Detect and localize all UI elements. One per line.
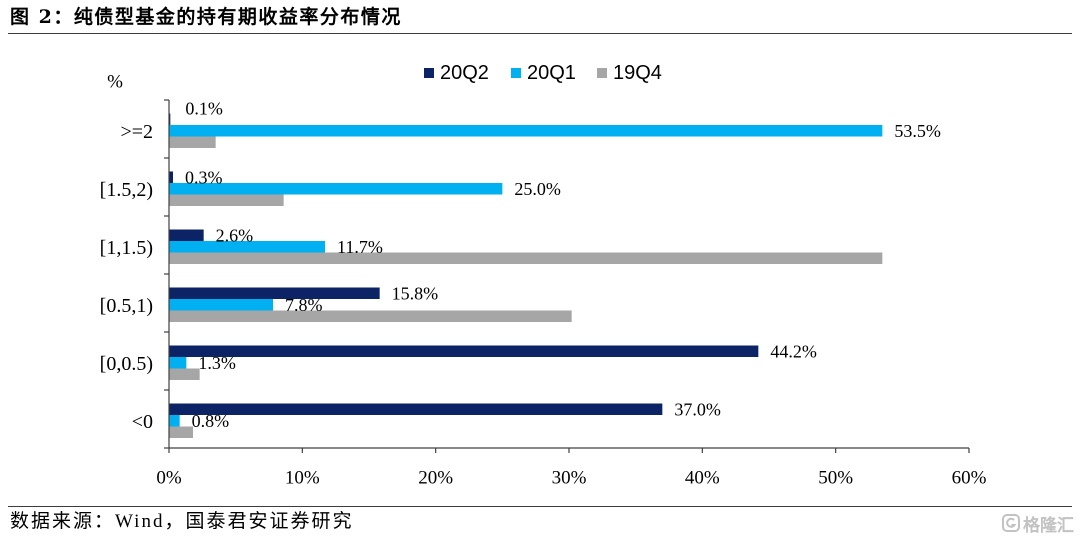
legend-swatch	[597, 68, 607, 78]
bar-20q2-cat-1	[169, 171, 173, 183]
title-divider	[8, 33, 1072, 34]
bar-20q2-cat-3	[169, 287, 380, 299]
x-tick-label: 50%	[818, 468, 853, 489]
data-label-20q2-cat-4: 44.2%	[770, 341, 817, 361]
data-labels: 0.1% 0.3% 2.6% 15.8% 44.2% 37.0% 53.5% 25.0% 11.…	[185, 98, 941, 431]
bar-20q1-cat-1	[169, 183, 503, 195]
bar-20q2-cat-0	[169, 113, 171, 125]
bar-19q4-cat-1	[169, 194, 284, 206]
data-label-20q1-cat-2: 11.7%	[337, 237, 383, 257]
legend-item-20q2: 20Q2	[424, 62, 489, 84]
legend-label: 20Q2	[440, 62, 489, 84]
bar-19q4-cat-5	[169, 426, 193, 438]
source-divider	[8, 506, 1072, 507]
legend-item-19q4: 19Q4	[597, 62, 662, 84]
bar-20q1-cat-5	[169, 415, 180, 427]
data-label-20q1-cat-3: 7.8%	[285, 295, 323, 315]
bar-20q2-cat-2	[169, 229, 204, 241]
x-tick-label: 40%	[685, 468, 720, 489]
bar-19q4-cat-4	[169, 368, 200, 380]
axes: 0% 10% 20% 30% 40% 50% 60%	[156, 99, 987, 489]
x-tick-label: 30%	[552, 468, 587, 489]
y-axis-unit-label: %	[107, 72, 123, 93]
x-tick-label: 20%	[418, 468, 453, 489]
category-label: [0,0.5)	[100, 353, 153, 375]
bar-20q1-cat-3	[169, 299, 273, 311]
category-label: [0.5,1)	[100, 295, 153, 317]
category-label: <0	[132, 411, 153, 433]
category-labels: >=2 [1.5,2) [1,1.5) [0.5,1) [0,0.5) <0	[100, 121, 153, 433]
data-label-20q2-cat-1: 0.3%	[185, 167, 223, 187]
bar-19q4-cat-0	[169, 136, 216, 148]
figure-source: 数据来源：Wind，国泰君安证券研究	[10, 511, 354, 532]
category-label: [1.5,2)	[100, 179, 153, 201]
figure-title: 图 2：纯债型基金的持有期收益率分布情况	[10, 6, 402, 28]
bar-20q2-cat-5	[169, 403, 663, 415]
legend: 20Q2 20Q1 19Q4	[424, 62, 662, 84]
x-tick-label: 10%	[285, 468, 320, 489]
data-label-20q1-cat-0: 53.5%	[894, 121, 941, 141]
legend-swatch	[424, 68, 434, 78]
data-label-20q1-cat-4: 1.3%	[198, 353, 236, 373]
bar-20q1-cat-0	[169, 125, 883, 137]
bar-19q4-cat-2	[169, 252, 883, 264]
bar-19q4-cat-3	[169, 310, 572, 322]
data-label-20q2-cat-5: 37.0%	[674, 399, 721, 419]
legend-swatch	[511, 68, 521, 78]
bar-chart: 0% 10% 20% 30% 40% 50% 60% >=2 [1.5,2) [1,1.5) [0.…	[100, 62, 987, 489]
bars	[169, 113, 883, 438]
bar-20q2-cat-4	[169, 345, 759, 357]
watermark-logo: 格隆汇	[1002, 510, 1074, 536]
watermark-icon	[1002, 514, 1020, 532]
x-tick-label: 0%	[156, 468, 182, 489]
bar-20q1-cat-2	[169, 241, 325, 253]
data-label-20q2-cat-0: 0.1%	[185, 98, 223, 118]
legend-label: 20Q1	[527, 62, 576, 84]
data-label-20q1-cat-5: 0.8%	[192, 411, 230, 431]
data-label-20q2-cat-3: 15.8%	[392, 283, 439, 303]
legend-item-20q1: 20Q1	[511, 62, 576, 84]
category-label: [1,1.5)	[100, 237, 153, 259]
legend-label: 19Q4	[613, 62, 662, 84]
data-label-20q1-cat-1: 25.0%	[514, 179, 561, 199]
bar-20q1-cat-4	[169, 357, 187, 369]
watermark-text: 格隆汇	[1023, 515, 1074, 536]
category-label: >=2	[120, 121, 153, 143]
x-tick-label: 60%	[952, 468, 987, 489]
data-label-20q2-cat-2: 2.6%	[216, 225, 254, 245]
